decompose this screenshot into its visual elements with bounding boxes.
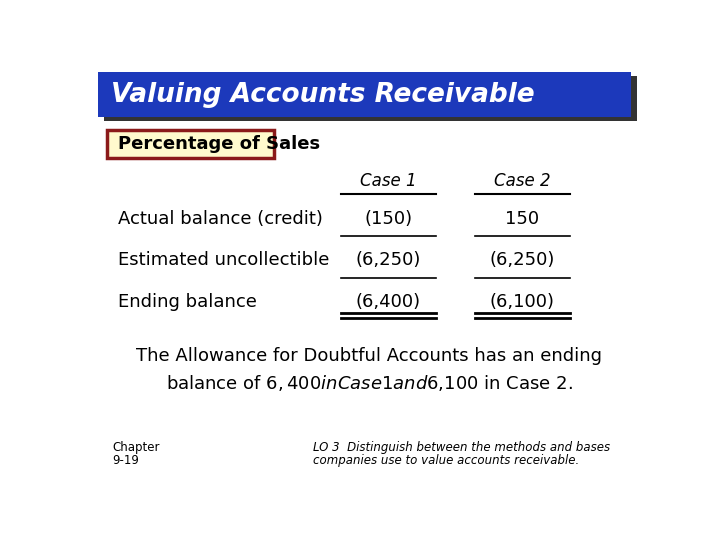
Text: 150: 150 bbox=[505, 210, 539, 228]
Text: Chapter: Chapter bbox=[112, 441, 160, 454]
Text: Actual balance (credit): Actual balance (credit) bbox=[118, 210, 323, 228]
Text: Case 1: Case 1 bbox=[360, 172, 417, 190]
Text: (6,250): (6,250) bbox=[356, 251, 421, 269]
Text: Valuing Accounts Receivable: Valuing Accounts Receivable bbox=[111, 82, 535, 108]
FancyBboxPatch shape bbox=[99, 72, 631, 117]
Text: Ending balance: Ending balance bbox=[118, 293, 257, 311]
Text: (6,250): (6,250) bbox=[490, 251, 555, 269]
Text: 9-19: 9-19 bbox=[112, 454, 139, 467]
Text: Case 2: Case 2 bbox=[494, 172, 551, 190]
Text: (150): (150) bbox=[364, 210, 413, 228]
FancyBboxPatch shape bbox=[104, 76, 637, 120]
Text: The Allowance for Doubtful Accounts has an ending: The Allowance for Doubtful Accounts has … bbox=[136, 347, 602, 365]
Text: balance of $6,400 in Case 1 and $6,100 in Case 2.: balance of $6,400 in Case 1 and $6,100 i… bbox=[166, 373, 572, 393]
FancyBboxPatch shape bbox=[107, 130, 274, 158]
Text: Estimated uncollectible: Estimated uncollectible bbox=[118, 251, 329, 269]
Text: LO 3  Distinguish between the methods and bases: LO 3 Distinguish between the methods and… bbox=[313, 441, 611, 454]
Text: Percentage of Sales: Percentage of Sales bbox=[118, 135, 320, 153]
Text: companies use to value accounts receivable.: companies use to value accounts receivab… bbox=[313, 454, 580, 467]
Text: (6,400): (6,400) bbox=[356, 293, 421, 311]
Text: (6,100): (6,100) bbox=[490, 293, 555, 311]
